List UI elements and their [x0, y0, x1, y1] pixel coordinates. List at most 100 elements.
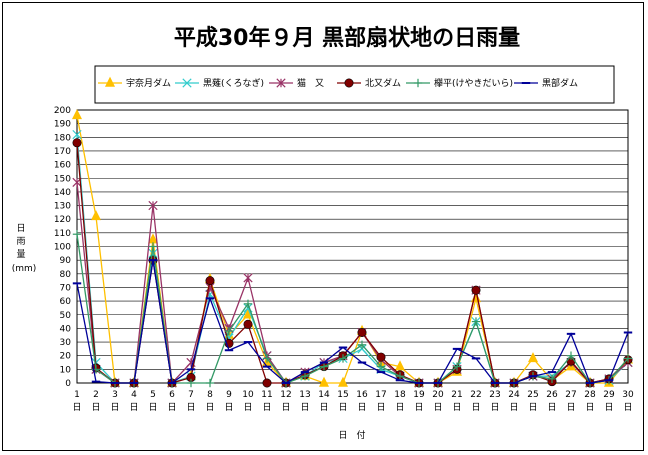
x-tick-suffix: 日 [357, 402, 366, 413]
x-tick-suffix: 日 [224, 402, 233, 413]
x-tick-label: 1 [74, 390, 80, 400]
x-tick-suffix: 日 [300, 402, 309, 413]
data-point [394, 360, 406, 371]
data-point [243, 299, 253, 309]
x-tick-label: 29 [603, 390, 615, 400]
x-tick-suffix: 日 [623, 402, 632, 413]
data-point [72, 230, 82, 239]
x-tick-label: 3 [112, 390, 118, 400]
data-point [319, 362, 329, 371]
y-tick-label: 80 [60, 270, 72, 280]
x-tick-suffix: 日 [395, 402, 404, 413]
legend-marker [276, 78, 286, 88]
x-tick-label: 2 [93, 390, 99, 400]
y-tick-label: 120 [54, 215, 71, 225]
x-tick-label: 12 [280, 390, 291, 400]
legend-marker [413, 78, 423, 88]
legend-label: 猫 又 [297, 77, 324, 89]
x-tick-label: 8 [207, 390, 213, 400]
x-tick-suffix: 日 [129, 402, 138, 413]
x-tick-suffix: 日 [566, 402, 575, 413]
x-tick-suffix: 日 [509, 402, 518, 413]
x-tick-label: 25 [527, 390, 538, 400]
legend-label: 欅平(けやきだいら) [434, 78, 513, 89]
legend-item: 猫 又 [269, 77, 324, 89]
data-point [300, 371, 310, 381]
data-point [566, 351, 576, 360]
x-tick-suffix: 日 [205, 402, 214, 413]
y-tick-label: 140 [54, 188, 71, 198]
y-axis-unit: (mm) [12, 264, 37, 274]
x-tick-label: 27 [565, 390, 576, 400]
legend-item: 欅平(けやきだいら) [406, 78, 513, 89]
x-tick-suffix: 日 [414, 402, 423, 413]
x-tick-suffix: 日 [186, 402, 195, 413]
data-point [376, 362, 386, 371]
y-tick-label: 200 [54, 106, 71, 116]
x-tick-suffix: 日 [148, 402, 157, 413]
legend-marker [182, 78, 192, 88]
y-tick-label: 150 [54, 174, 71, 184]
data-point [623, 354, 633, 363]
x-tick-label: 19 [413, 390, 425, 400]
y-tick-label: 0 [65, 379, 71, 389]
data-point [243, 273, 253, 283]
data-point [148, 242, 158, 251]
legend-label: 宇奈月ダム [126, 77, 171, 89]
y-axis-label-char: 日 [16, 223, 25, 234]
legend-label: 黒薙(くろなぎ) [203, 77, 264, 89]
data-point [318, 376, 330, 387]
data-point [471, 317, 481, 326]
x-tick-label: 23 [489, 390, 500, 400]
x-tick-label: 21 [451, 390, 462, 400]
data-point [186, 378, 196, 388]
legend-marker [344, 78, 354, 88]
x-tick-label: 15 [337, 390, 348, 400]
x-tick-label: 7 [188, 390, 194, 400]
y-tick-label: 170 [54, 147, 71, 157]
legend-marker [104, 76, 116, 87]
y-axis-label-char: 量 [16, 249, 25, 260]
y-tick-label: 130 [54, 202, 71, 212]
x-tick-label: 5 [150, 390, 156, 400]
y-tick-label: 100 [54, 243, 71, 253]
x-tick-suffix: 日 [110, 402, 119, 413]
legend-item: 宇奈月ダム [98, 76, 171, 89]
x-tick-label: 11 [261, 390, 272, 400]
y-tick-label: 90 [60, 256, 72, 266]
x-tick-suffix: 日 [243, 402, 252, 413]
x-tick-suffix: 日 [167, 402, 176, 413]
x-axis-label: 日 付 [338, 430, 365, 441]
x-tick-suffix: 日 [319, 402, 328, 413]
data-point [224, 326, 234, 336]
y-tick-label: 40 [60, 324, 72, 334]
legend-item: 黒部ダム [514, 77, 578, 89]
x-tick-suffix: 日 [547, 402, 556, 413]
data-point [148, 248, 158, 258]
legend-label: 北又ダム [365, 77, 401, 89]
x-tick-label: 16 [356, 390, 368, 400]
data-point [338, 354, 348, 363]
data-point [471, 285, 481, 295]
y-tick-label: 160 [54, 161, 71, 171]
x-tick-suffix: 日 [452, 402, 461, 413]
data-point [205, 378, 215, 388]
data-point [72, 138, 82, 148]
x-tick-suffix: 日 [490, 402, 499, 413]
x-tick-label: 17 [375, 390, 386, 400]
x-tick-label: 9 [226, 390, 232, 400]
y-tick-label: 180 [54, 133, 71, 143]
legend-item: 北又ダム [337, 77, 401, 89]
x-tick-suffix: 日 [471, 402, 480, 413]
legend-label: 黒部ダム [542, 77, 578, 89]
chart-title: 平成30年９月 黒部扇状地の日雨量 [174, 25, 520, 51]
x-tick-label: 18 [394, 390, 406, 400]
x-tick-suffix: 日 [281, 402, 290, 413]
x-tick-label: 10 [242, 390, 254, 400]
x-tick-label: 13 [299, 390, 310, 400]
y-tick-label: 10 [60, 365, 72, 375]
data-point [376, 352, 386, 362]
data-point [90, 210, 102, 221]
x-tick-suffix: 日 [72, 402, 81, 413]
